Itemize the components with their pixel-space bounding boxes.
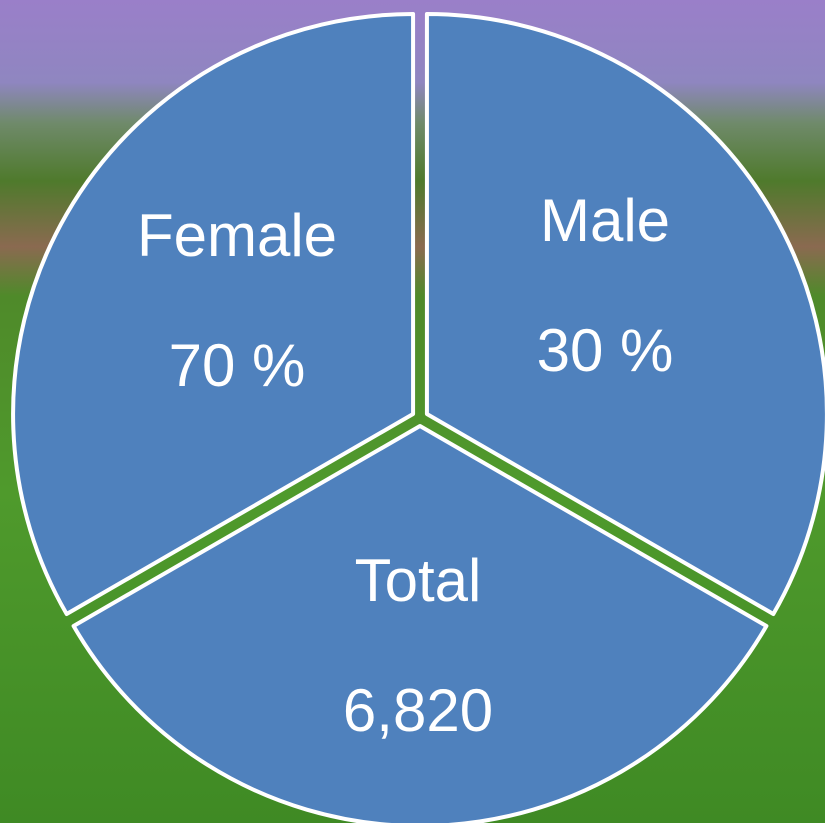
segment-value: 30 % — [537, 317, 674, 384]
segment-value: 70 % — [169, 332, 306, 399]
segment-label: Total — [355, 547, 482, 614]
segment-label: Female — [137, 202, 337, 269]
diagram: Female 70 % Male 30 % Total 6,820 — [0, 0, 825, 823]
segment-label: Male — [540, 187, 670, 254]
segment-value: 6,820 — [343, 677, 493, 744]
page: Female70 %Male30 %Total6,820 (() => { co… — [0, 0, 825, 823]
